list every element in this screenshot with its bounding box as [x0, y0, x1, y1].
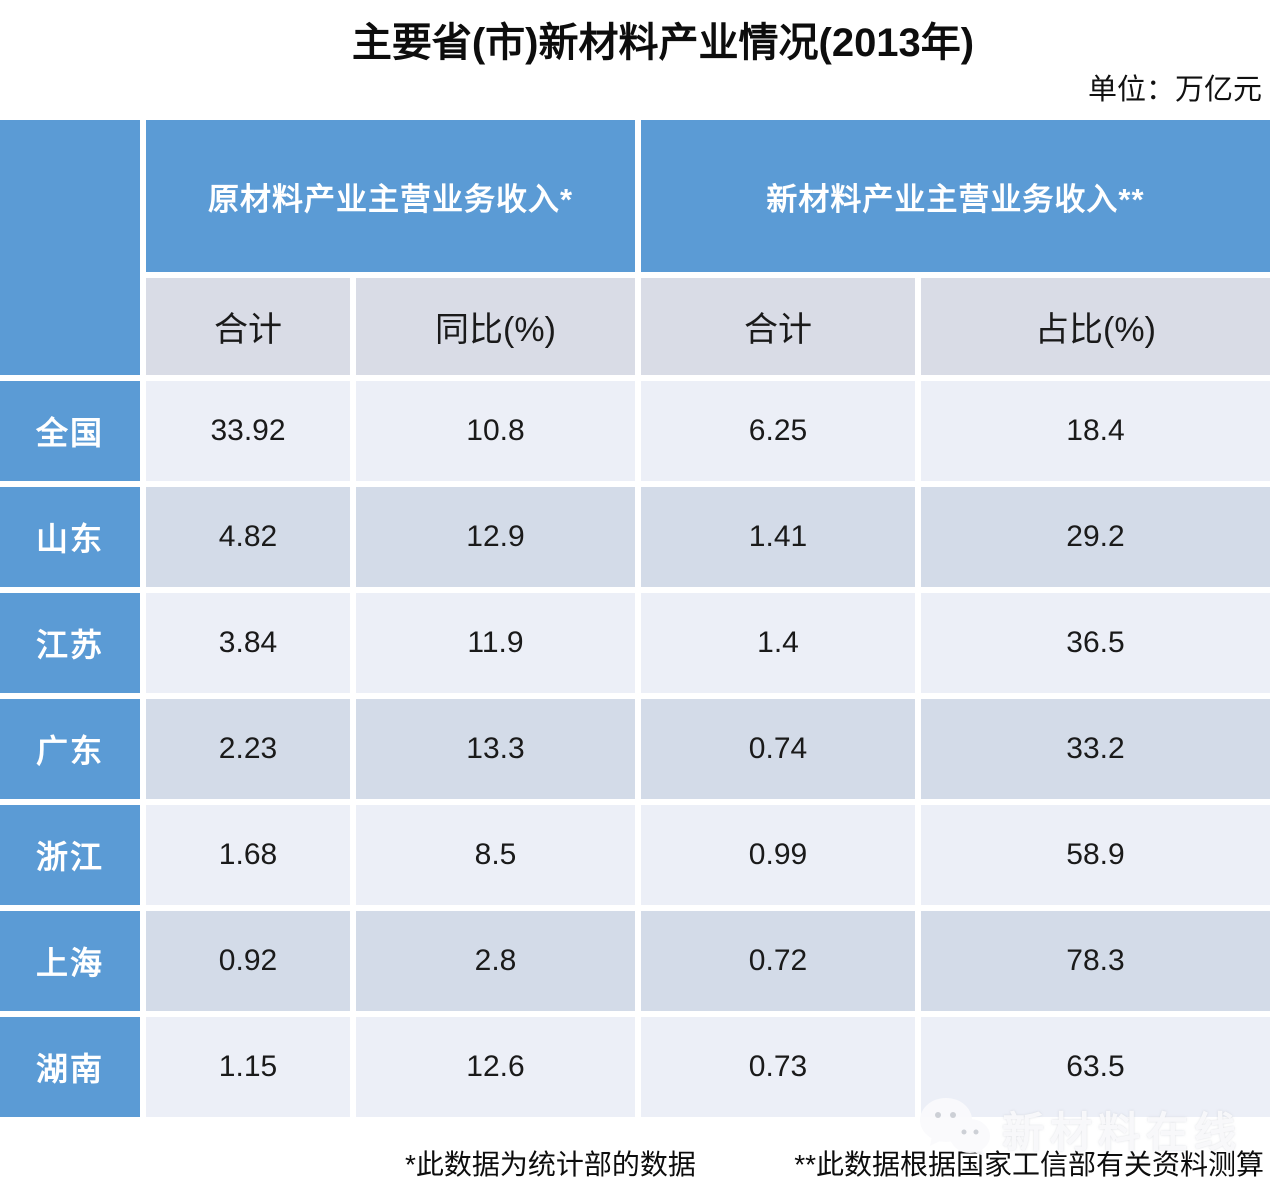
cell-value: 58.9 [921, 805, 1270, 905]
cell-value: 0.73 [641, 1017, 915, 1117]
cell-value: 29.2 [921, 487, 1270, 587]
data-table: 原材料产业主营业务收入* 新材料产业主营业务收入** 合计 同比(%) 合计 占… [0, 120, 1270, 1117]
page-title: 主要省(市)新材料产业情况(2013年) [351, 21, 975, 65]
group-header-raw-materials: 原材料产业主营业务收入* [146, 120, 635, 272]
footnote-2: **此数据根据国家工信部有关资料测算 [794, 1149, 1264, 1180]
table-corner [0, 120, 140, 375]
cell-value: 4.82 [146, 487, 350, 587]
footnotes: *此数据为统计部的数据 **此数据根据国家工信部有关资料测算 [0, 1139, 1270, 1183]
cell-value: 10.8 [356, 381, 635, 481]
cell-value: 36.5 [921, 593, 1270, 693]
cell-value: 6.25 [641, 381, 915, 481]
cell-value: 2.8 [356, 911, 635, 1011]
subheader-new-share: 占比(%) [921, 278, 1270, 375]
subheader-raw-total: 合计 [146, 278, 350, 375]
cell-value: 0.92 [146, 911, 350, 1011]
row-label-zhejiang: 浙江 [0, 805, 140, 905]
unit-label: 单位：万亿元 [1087, 74, 1262, 106]
cell-value: 78.3 [921, 911, 1270, 1011]
infographic-page: 主要省(市)新材料产业情况(2013年) 单位：万亿元 原材料产业主营业务收入*… [0, 14, 1270, 1191]
group-header-new-materials: 新材料产业主营业务收入** [641, 120, 1270, 272]
cell-value: 0.74 [641, 699, 915, 799]
cell-value: 1.41 [641, 487, 915, 587]
cell-value: 0.72 [641, 911, 915, 1011]
row-label-guangdong: 广东 [0, 699, 140, 799]
cell-value: 11.9 [356, 593, 635, 693]
cell-value: 12.6 [356, 1017, 635, 1117]
row-label-shandong: 山东 [0, 487, 140, 587]
cell-value: 1.68 [146, 805, 350, 905]
subheader-raw-yoy: 同比(%) [356, 278, 635, 375]
row-label-shanghai: 上海 [0, 911, 140, 1011]
cell-value: 1.15 [146, 1017, 350, 1117]
cell-value: 63.5 [921, 1017, 1270, 1117]
subheader-new-total: 合计 [641, 278, 915, 375]
cell-value: 13.3 [356, 699, 635, 799]
cell-value: 0.99 [641, 805, 915, 905]
cell-value: 2.23 [146, 699, 350, 799]
cell-value: 8.5 [356, 805, 635, 905]
cell-value: 18.4 [921, 381, 1270, 481]
row-label-hunan: 湖南 [0, 1017, 140, 1117]
row-label-quanguo: 全国 [0, 381, 140, 481]
cell-value: 33.92 [146, 381, 350, 481]
row-label-jiangsu: 江苏 [0, 593, 140, 693]
cell-value: 1.4 [641, 593, 915, 693]
footnote-1: *此数据为统计部的数据 [405, 1149, 696, 1180]
cell-value: 33.2 [921, 699, 1270, 799]
cell-value: 12.9 [356, 487, 635, 587]
cell-value: 3.84 [146, 593, 350, 693]
